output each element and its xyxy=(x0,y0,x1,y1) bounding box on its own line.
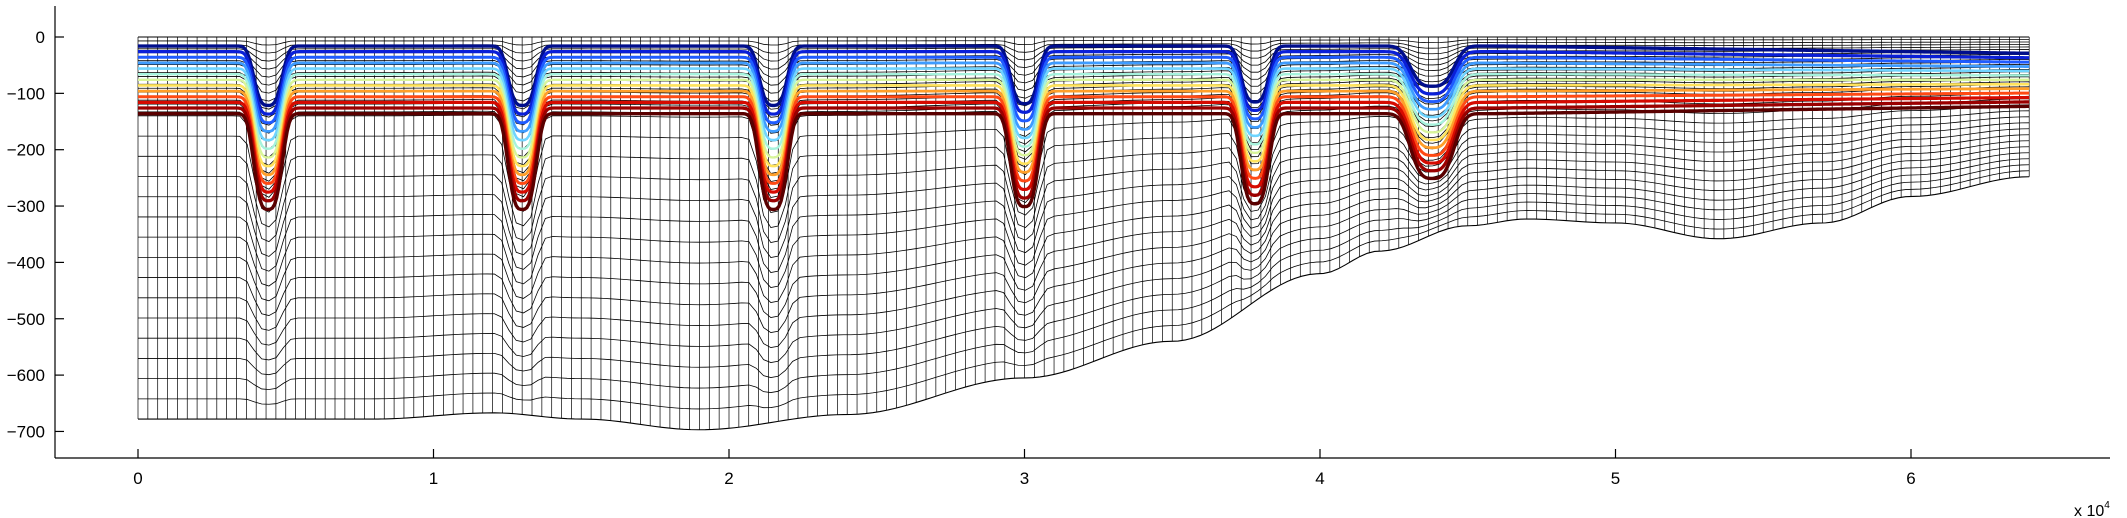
x-tick-label: 0 xyxy=(133,469,142,488)
x-exponent-base: x 10 xyxy=(2074,503,2104,518)
isoline xyxy=(138,50,2030,116)
isoline xyxy=(138,100,2030,203)
y-tick-label: −300 xyxy=(7,197,45,216)
isoline xyxy=(138,44,2030,108)
x-tick-label: 6 xyxy=(1906,469,1915,488)
isoline xyxy=(138,78,2030,159)
isoline xyxy=(138,72,2030,150)
isoline-series xyxy=(138,44,2030,212)
x-exponent-power: 4 xyxy=(2104,500,2110,511)
x-axis-ticks: 0 1 2 3 4 5 6 xyxy=(133,449,1916,488)
y-tick-label: −400 xyxy=(7,253,45,272)
y-tick-label: −700 xyxy=(7,422,45,441)
isoline xyxy=(138,67,2030,142)
isoline xyxy=(138,91,2030,185)
x-tick-label: 4 xyxy=(1315,469,1324,488)
x-tick-label: 2 xyxy=(724,469,733,488)
axes: 0 1 2 3 4 5 6 0 −100 −200 −300 −400 −500 −600 −700 x … xyxy=(7,6,2110,518)
isoline xyxy=(138,55,2030,125)
x-tick-label: 1 xyxy=(429,469,438,488)
isoline xyxy=(138,104,2030,212)
x-tick-label: 5 xyxy=(1611,469,1620,488)
y-tick-label: −200 xyxy=(7,141,45,160)
isoline xyxy=(138,82,2030,168)
isoline xyxy=(138,95,2030,194)
y-axis-ticks: 0 −100 −200 −300 −400 −500 −600 −700 xyxy=(7,28,64,441)
y-tick-label: −600 xyxy=(7,366,45,385)
y-tick-label: 0 xyxy=(36,28,45,47)
x-tick-label: 3 xyxy=(1020,469,1029,488)
isoline xyxy=(138,61,2030,133)
isoline xyxy=(138,87,2030,177)
y-tick-label: −100 xyxy=(7,84,45,103)
y-tick-label: −500 xyxy=(7,310,45,329)
x-axis-exponent-label: x 104 xyxy=(2074,500,2110,518)
